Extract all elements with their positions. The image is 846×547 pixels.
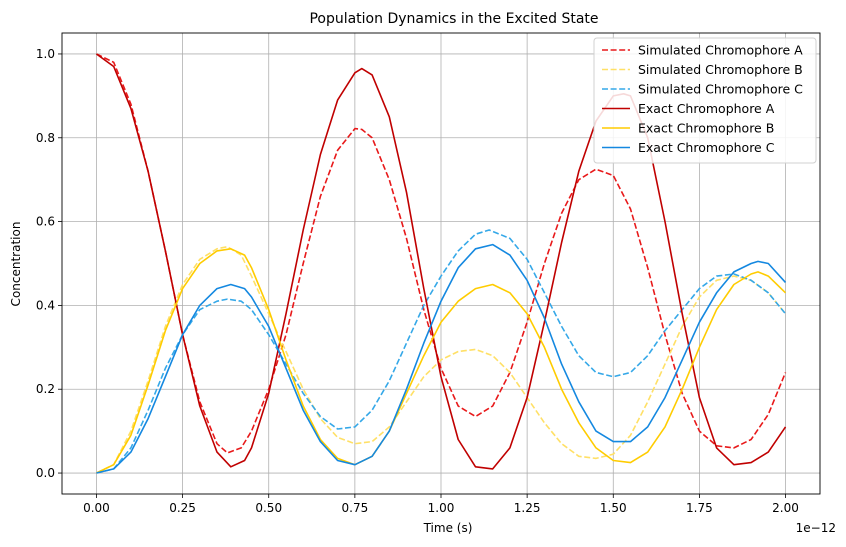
y-tick-label: 0.0 [36, 466, 55, 480]
x-tick-label: 0.50 [255, 501, 282, 515]
y-tick-label: 0.4 [36, 298, 55, 312]
series-line-5 [96, 243, 787, 474]
legend-entry: Exact Chromophore C [638, 140, 775, 155]
y-axis-label: Concentration [9, 222, 23, 307]
series-lines [96, 53, 787, 474]
legend-entry: Exact Chromophore A [638, 101, 775, 116]
series-line-0 [96, 53, 787, 454]
series-line-3 [96, 53, 787, 470]
y-tick-label: 1.0 [36, 47, 55, 61]
x-tick-label: 0.25 [169, 501, 196, 515]
x-axis-label: Time (s) [423, 521, 473, 535]
y-tick-label: 0.8 [36, 131, 55, 145]
legend-entry: Simulated Chromophore A [638, 43, 803, 58]
legend-box [593, 37, 817, 164]
x-tick-label: 1.75 [686, 501, 713, 515]
y-tick-label: 0.6 [36, 215, 55, 229]
series-line-4 [96, 248, 787, 474]
x-axis-offset-label: 1e−12 [796, 521, 836, 535]
x-tick-label: 0.00 [83, 501, 110, 515]
x-tick-label: 1.00 [428, 501, 455, 515]
x-tick-label: 1.25 [514, 501, 541, 515]
legend-entry: Simulated Chromophore B [638, 62, 803, 77]
series-line-2 [96, 229, 787, 474]
x-tick-label: 0.75 [342, 501, 369, 515]
y-axis-ticks: 0.0 0.2 0.4 0.6 0.8 1.0 [36, 47, 62, 480]
legend-entry: Exact Chromophore B [638, 121, 774, 136]
x-tick-label: 1.50 [600, 501, 627, 515]
y-tick-label: 0.2 [36, 382, 55, 396]
x-tick-label: 2.00 [772, 501, 799, 515]
legend-entry: Simulated Chromophore C [638, 82, 803, 97]
chart-title: Population Dynamics in the Excited State [309, 11, 598, 27]
x-axis-ticks: 0.00 0.25 0.50 0.75 1.00 1.25 1.50 1.75 2.00 [83, 494, 799, 515]
series-line-1 [96, 245, 787, 474]
legend: Simulated Chromophore A Simulated Chromop… [593, 37, 817, 164]
